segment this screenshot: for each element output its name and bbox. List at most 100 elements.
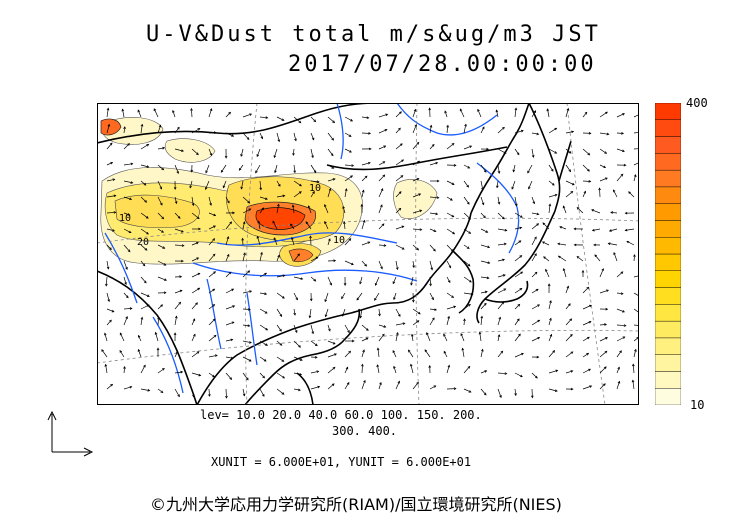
wind-vector: [395, 332, 399, 342]
wind-vector: [514, 388, 517, 396]
wind-vector-head: [256, 154, 260, 158]
wind-vector: [259, 132, 263, 139]
wind-vector: [361, 162, 371, 166]
contour-label: 20: [137, 237, 149, 248]
wind-vector: [325, 308, 329, 317]
wind-vector-head: [446, 124, 450, 128]
wind-vector-head: [180, 229, 184, 233]
wind-vector: [497, 196, 500, 205]
wind-vector: [140, 244, 148, 251]
wind-vector-head: [419, 228, 423, 231]
wind-vector: [480, 212, 486, 218]
wind-vector: [157, 244, 165, 249]
wind-vector-head: [293, 170, 297, 174]
wind-vector-head: [146, 294, 150, 297]
wind-vector-head: [416, 141, 420, 145]
wind-vector-head: [256, 235, 260, 239]
wind-vector: [548, 127, 557, 134]
wind-vector-head: [161, 167, 165, 171]
wind-vector: [378, 204, 383, 214]
wind-vector-head: [277, 203, 280, 207]
wind-vector-head: [195, 302, 198, 306]
wind-vector: [123, 228, 132, 234]
wind-vector: [548, 148, 557, 154]
wind-vector: [429, 276, 432, 286]
wind-vector: [361, 116, 369, 119]
wind-vector-head: [380, 188, 384, 192]
wind-vector: [310, 191, 315, 198]
wind-vector-head: [107, 123, 111, 127]
wind-vector-head: [407, 349, 411, 353]
wind-vector: [542, 222, 550, 230]
wind-vector: [106, 195, 116, 198]
chart-timestamp: 2017/07/28.00:00:00: [288, 52, 597, 77]
wind-vector: [548, 164, 554, 172]
legend-swatch: [654, 119, 682, 137]
wind-vector: [310, 276, 316, 282]
wind-vector-head: [518, 333, 521, 337]
wind-vector: [446, 180, 455, 185]
wind-vector: [276, 388, 285, 395]
wind-vector: [395, 208, 401, 214]
wind-vector: [497, 148, 507, 154]
wind-vector-head: [464, 123, 467, 127]
wind-vector: [140, 260, 146, 267]
wind-vector: [140, 365, 146, 374]
wind-vector: [633, 114, 639, 118]
contour-label: 10: [333, 235, 345, 246]
wind-vector-head: [537, 304, 541, 307]
wind-vector: [309, 308, 312, 318]
wind-vector-head: [378, 313, 381, 317]
wind-vector-head: [315, 256, 319, 260]
wind-vector-head: [468, 216, 472, 220]
wind-vector-head: [162, 246, 166, 249]
wind-vector-head: [311, 155, 314, 159]
wind-vector: [293, 191, 302, 198]
wind-vector: [582, 191, 586, 198]
wind-vector: [208, 335, 217, 342]
wind-vector-head: [483, 169, 487, 173]
wind-vector-head: [413, 108, 417, 112]
wind-vector-head: [213, 271, 216, 274]
wind-vector: [633, 275, 639, 278]
wind-vector-head: [260, 136, 264, 140]
wind-vector: [633, 324, 639, 326]
wind-vector: [174, 290, 183, 294]
wind-vector: [527, 164, 533, 174]
wind-vector-head: [209, 153, 213, 156]
wind-vector-head: [466, 246, 470, 249]
wind-vector-head: [570, 191, 574, 194]
wind-vector: [106, 308, 115, 313]
wind-vector: [259, 356, 267, 362]
wind-vector-head: [593, 243, 596, 247]
wind-vector-head: [265, 327, 269, 331]
wind-vector-head: [177, 216, 181, 219]
wind-vector: [242, 340, 252, 344]
wind-vector-head: [461, 347, 465, 351]
wind-vector: [496, 110, 499, 118]
wind-vector-head: [604, 323, 608, 326]
wind-vector-head: [333, 259, 337, 263]
wind-vector-head: [497, 334, 501, 338]
wind-vector: [276, 116, 285, 121]
wind-vector: [242, 221, 245, 230]
wind-vector: [172, 110, 176, 118]
wind-vector: [225, 254, 230, 262]
wind-vector-head: [328, 328, 331, 332]
wind-vector: [548, 334, 552, 342]
wind-vector: [310, 324, 314, 334]
wind-vector: [480, 164, 487, 173]
wind-vector: [293, 340, 301, 348]
wind-vector: [344, 116, 353, 122]
wind-vector-head: [248, 208, 252, 211]
wind-vector-head: [603, 383, 606, 386]
wind-vector: [599, 177, 608, 182]
wind-vector-head: [212, 238, 216, 241]
wind-vector-head: [554, 127, 558, 131]
wind-vector-head: [123, 126, 126, 130]
wind-vector: [531, 132, 539, 135]
wind-vector-head: [399, 143, 403, 146]
wind-vector-head: [499, 395, 502, 399]
wind-vector: [342, 308, 346, 317]
wind-vector: [191, 372, 201, 376]
